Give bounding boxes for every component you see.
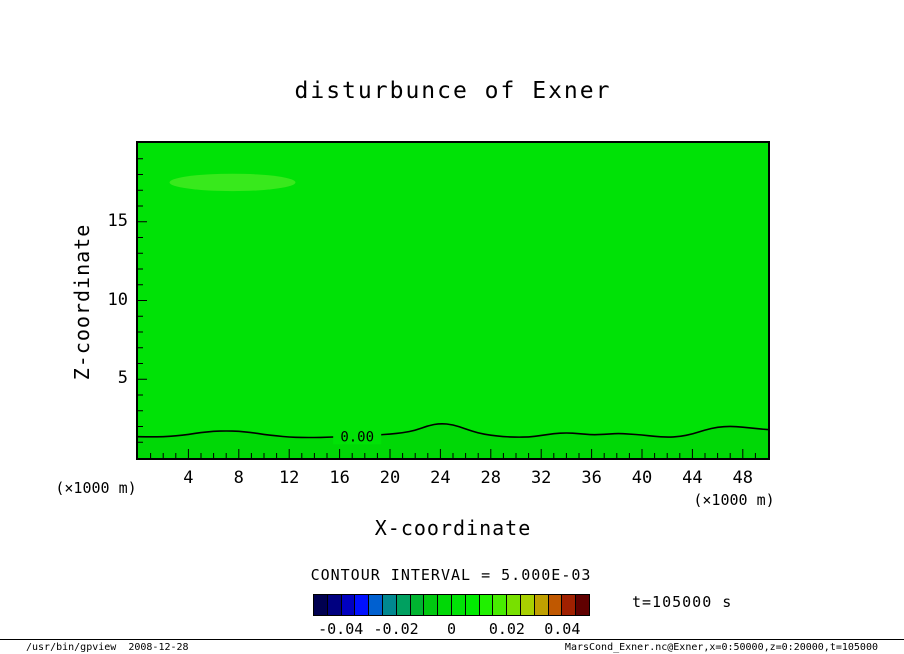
contour-interval-label: CONTOUR INTERVAL = 5.000E-03: [310, 566, 592, 584]
colorbar-cell: [562, 595, 576, 615]
y-tick-label: 15: [107, 210, 128, 231]
y-tick-label: 5: [117, 368, 128, 389]
colorbar-cell: [355, 595, 369, 615]
x-tick-label: 12: [278, 468, 300, 488]
colorbar-cell: [479, 595, 493, 615]
zero-contour-label: 0.00: [340, 429, 374, 445]
colorbar-cell: [534, 595, 548, 615]
colorbar-tick-label: -0.04: [318, 620, 364, 638]
colorbar-cell: [424, 595, 438, 615]
colorbar-cell: [314, 595, 327, 615]
x-tick-label: 36: [581, 468, 602, 488]
footer-source: MarsCond_Exner.nc@Exner,x=0:50000,z=0:20…: [564, 642, 878, 653]
zero-contour-line: [138, 422, 768, 439]
x-tick-label: 4: [183, 468, 194, 488]
footer-command: /usr/bin/gpview 2008-12-28: [26, 642, 189, 653]
x-tick-label: 8: [233, 468, 244, 488]
footer-divider: [0, 639, 904, 640]
colorbar-cell: [493, 595, 507, 615]
colorbar-cell: [548, 595, 562, 615]
colorbar-cell: [369, 595, 382, 615]
colorbar-tick-label: 0.04: [544, 620, 581, 638]
x-tick-label: 44: [682, 468, 703, 488]
x-axis-unit: (×1000 m): [693, 491, 775, 509]
time-label: t=105000 s: [632, 593, 733, 611]
colorbar-cell: [382, 595, 396, 615]
x-tick-label: 24: [430, 468, 451, 488]
x-axis-label: X-coordinate: [374, 516, 532, 540]
colorbar-cell: [438, 595, 451, 615]
plot-area: 0.00: [136, 141, 770, 460]
colorbar-tick-label: -0.02: [373, 620, 419, 638]
x-tick-label: 28: [480, 468, 502, 488]
colorbar-cell: [410, 595, 424, 615]
x-tick-label: 40: [631, 468, 653, 488]
colorbar-cell: [327, 595, 341, 615]
colorbar-cell: [520, 595, 534, 615]
negative-region: [138, 423, 768, 458]
colorbar: [313, 594, 590, 616]
colorbar-cell: [396, 595, 410, 615]
x-tick-label: 20: [379, 468, 401, 488]
colorbar-tick-label: 0: [446, 620, 457, 638]
x-tick-label: 16: [329, 468, 350, 488]
chart-title: disturbunce of Exner: [294, 78, 612, 104]
colorbar-cell: [507, 595, 520, 615]
colorbar-cell: [451, 595, 465, 615]
colorbar-cell: [465, 595, 479, 615]
contour-shade-patch: [169, 173, 296, 192]
x-tick-label: 48: [732, 468, 754, 488]
contour-plot-svg: 0.00: [138, 158, 768, 458]
colorbar-tick-label: 0.02: [488, 620, 525, 638]
y-axis-unit: (×1000 m): [55, 479, 137, 497]
colorbar-cell: [341, 595, 355, 615]
zero-contour-label-bg: [333, 427, 382, 445]
colorbar-cell: [576, 595, 589, 615]
y-tick-label: 10: [107, 289, 128, 310]
x-tick-label: 32: [530, 468, 552, 488]
